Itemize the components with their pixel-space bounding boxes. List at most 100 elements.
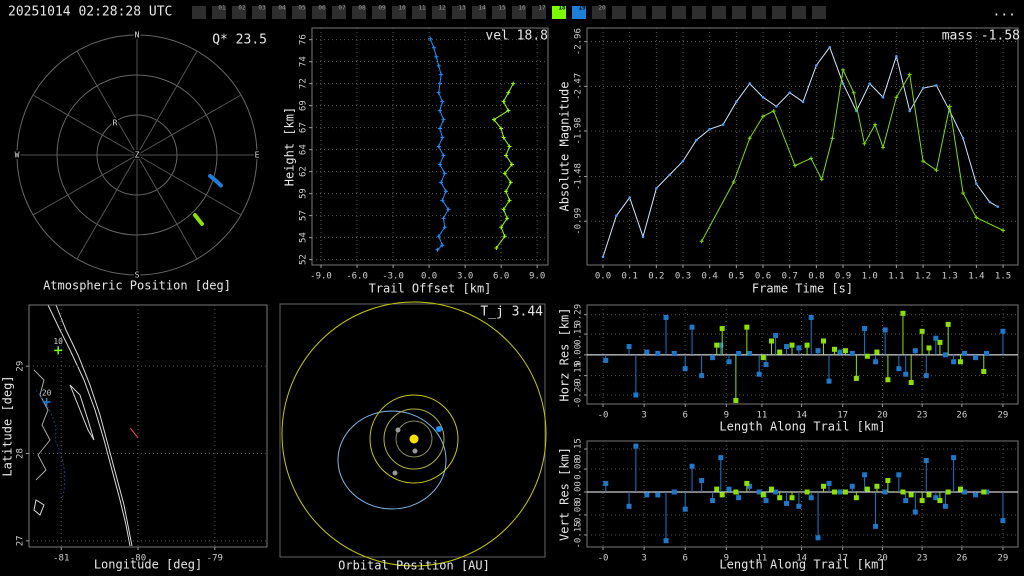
- point: [721, 123, 725, 126]
- frame-box[interactable]: [312, 6, 326, 19]
- point: [439, 180, 444, 185]
- point: [842, 489, 848, 495]
- point: [603, 357, 609, 363]
- x-tick-label: 0.0: [595, 272, 611, 282]
- plot-frame: [586, 440, 1019, 548]
- point: [615, 214, 618, 218]
- frame-box[interactable]: [192, 6, 206, 19]
- point: [789, 342, 795, 348]
- frame-box[interactable]: [372, 6, 386, 19]
- frame-box[interactable]: [672, 6, 686, 19]
- frame-box[interactable]: [272, 6, 286, 19]
- point: [815, 535, 821, 541]
- x-axis-label: Trail Offset [km]: [369, 282, 492, 296]
- point: [439, 72, 444, 77]
- point: [744, 480, 750, 486]
- frame-box[interactable]: [292, 6, 306, 19]
- x-tick-label: 11: [756, 411, 767, 421]
- frame-box[interactable]: [232, 6, 246, 19]
- point: [895, 54, 898, 58]
- frame-box[interactable]: [432, 6, 446, 19]
- frame-box[interactable]: [812, 6, 826, 19]
- frame-box[interactable]: [412, 6, 426, 19]
- planet: [392, 470, 398, 476]
- point: [443, 189, 448, 194]
- point: [837, 349, 843, 355]
- point: [951, 359, 957, 365]
- point: [436, 90, 441, 95]
- series-line: [129, 427, 139, 439]
- point: [442, 225, 447, 230]
- polar-spoke: [32, 154, 138, 216]
- point: [874, 349, 880, 355]
- y-tick-label: 54: [299, 232, 309, 243]
- point: [508, 180, 513, 185]
- point: [434, 54, 439, 59]
- frame-box[interactable]: [632, 6, 646, 19]
- coast: [33, 499, 45, 516]
- point: [777, 495, 783, 501]
- frame-box[interactable]: [652, 6, 666, 19]
- point: [603, 480, 609, 486]
- frame-box[interactable]: [572, 6, 586, 19]
- frame-box[interactable]: [512, 6, 526, 19]
- point: [903, 498, 909, 504]
- x-tick-label: -80: [130, 554, 146, 564]
- frame-box[interactable]: [792, 6, 806, 19]
- x-tick-label: 14: [796, 554, 807, 564]
- frame-box[interactable]: [492, 6, 506, 19]
- x-tick-label: 6: [682, 411, 687, 421]
- frame-box[interactable]: [732, 6, 746, 19]
- x-tick-label: 11: [756, 554, 767, 564]
- frame-label: 13: [458, 5, 466, 12]
- frame-box[interactable]: [772, 6, 786, 19]
- menu[interactable]: ...: [993, 5, 1016, 20]
- x-tick-label: 23: [917, 411, 928, 421]
- frame-box[interactable]: [392, 6, 406, 19]
- frame-box[interactable]: [452, 6, 466, 19]
- y-tick-label: -0.99: [574, 208, 584, 235]
- point: [699, 373, 705, 379]
- point: [671, 489, 677, 495]
- point: [437, 81, 442, 86]
- point: [747, 483, 753, 489]
- point: [945, 489, 951, 495]
- frame-box[interactable]: [612, 6, 626, 19]
- x-tick-label: 0.5: [728, 272, 744, 282]
- point: [882, 327, 888, 333]
- x-axis-label: Length Along Trail [km]: [719, 420, 885, 434]
- frame-box[interactable]: [252, 6, 266, 19]
- x-tick-label: 9: [724, 411, 729, 421]
- y-tick-label: 67: [299, 122, 309, 133]
- y-axis-label: Height [km]: [283, 107, 297, 186]
- series-line: [701, 68, 1004, 242]
- frame-box[interactable]: [692, 6, 706, 19]
- frame-box[interactable]: [532, 6, 546, 19]
- point: [984, 350, 990, 356]
- point: [826, 378, 832, 384]
- frame-box[interactable]: [592, 6, 606, 19]
- polar-spoke: [76, 154, 138, 260]
- frame-label: 07: [338, 5, 346, 12]
- frame-box[interactable]: [552, 6, 566, 19]
- frame-box[interactable]: [712, 6, 726, 19]
- point: [440, 198, 445, 203]
- frame-box[interactable]: [352, 6, 366, 19]
- point: [718, 455, 724, 461]
- frame-box[interactable]: [752, 6, 766, 19]
- point: [436, 144, 441, 149]
- frame-box[interactable]: [212, 6, 226, 19]
- frame-label: 02: [238, 5, 246, 12]
- frame-box[interactable]: [472, 6, 486, 19]
- point: [437, 108, 442, 113]
- direction-label: W: [15, 151, 20, 160]
- point: [923, 457, 929, 463]
- point: [503, 153, 508, 158]
- point: [505, 216, 510, 221]
- frame-label: 12: [438, 5, 446, 12]
- point: [641, 235, 645, 239]
- sun: [409, 434, 419, 444]
- planet: [412, 448, 418, 454]
- frame-box[interactable]: [332, 6, 346, 19]
